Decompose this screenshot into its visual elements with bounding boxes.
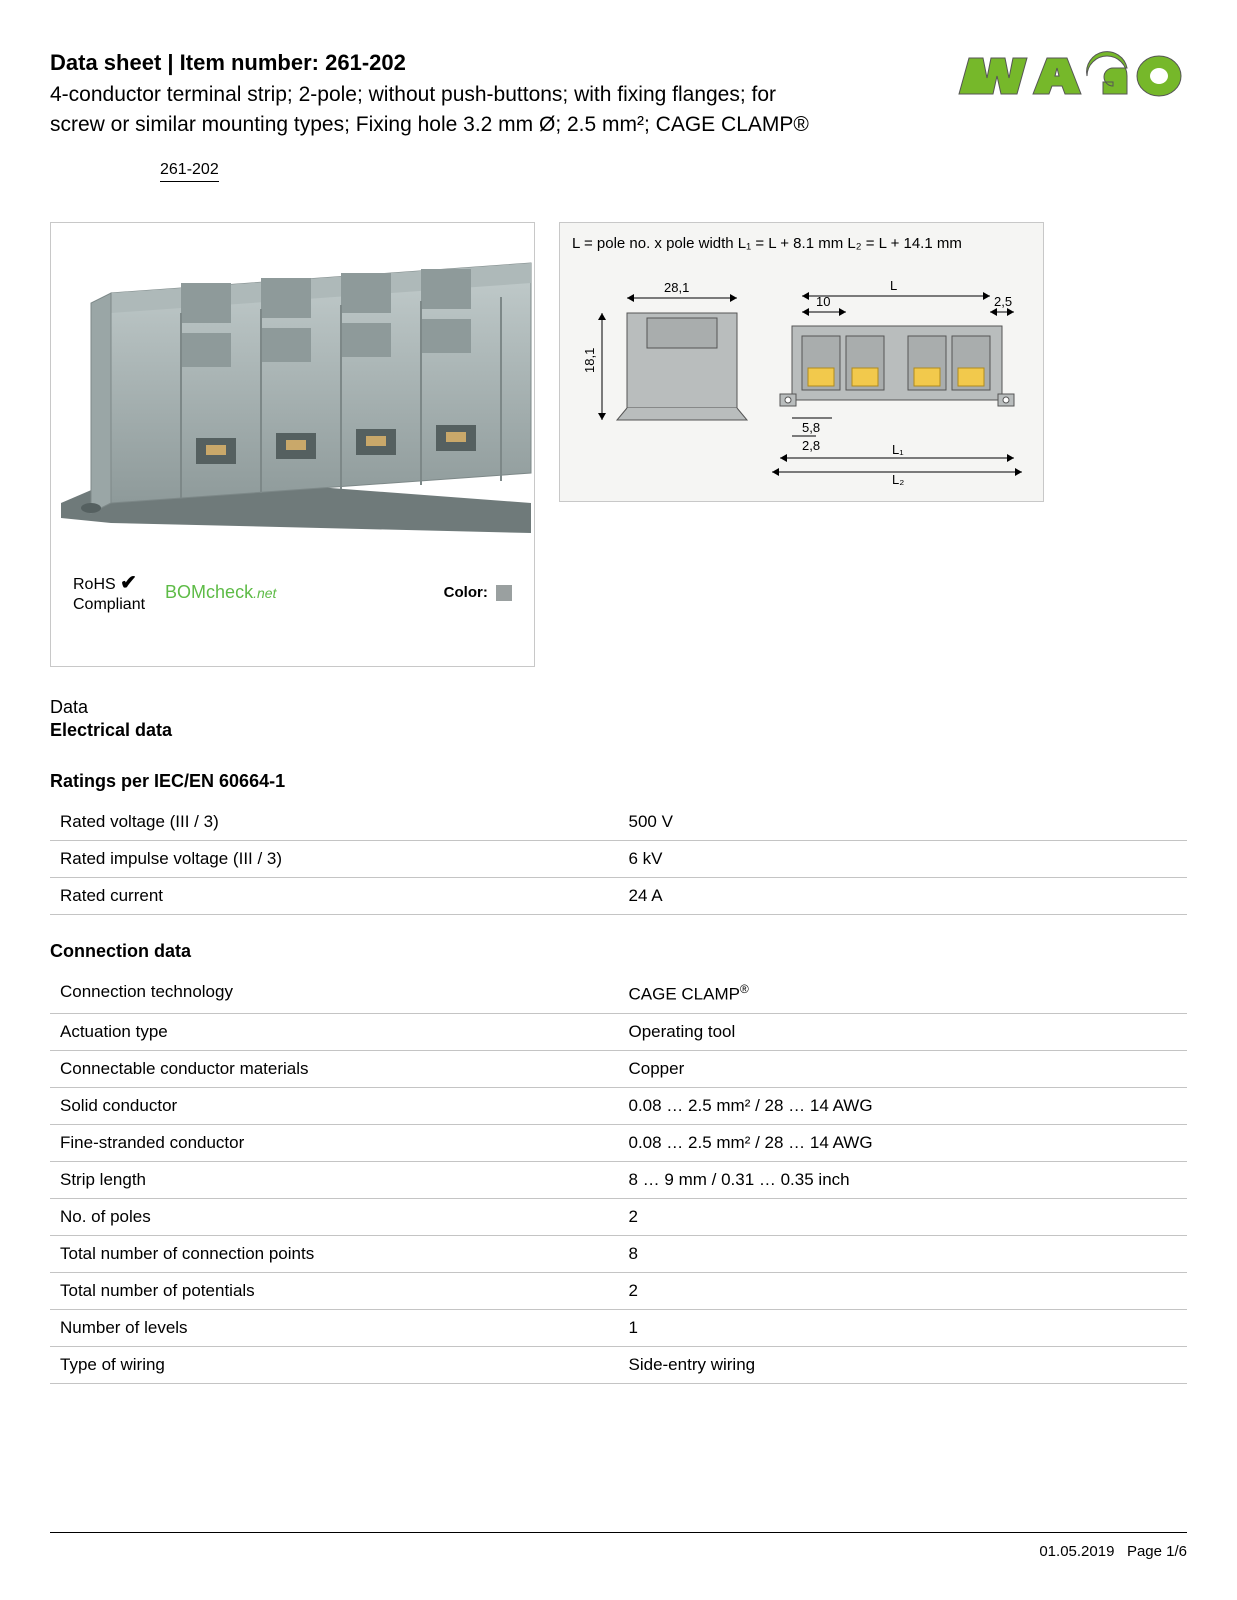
spec-value: Side-entry wiring	[619, 1346, 1188, 1383]
footer-page: Page 1/6	[1127, 1543, 1187, 1560]
svg-text:5,8: 5,8	[802, 420, 820, 435]
spec-value: 2	[619, 1198, 1188, 1235]
rohs-line2: Compliant	[73, 596, 145, 613]
diagram-formula: L = pole no. x pole width L₁ = L + 8.1 m…	[572, 235, 1031, 252]
svg-text:2,8: 2,8	[802, 438, 820, 453]
table-row: Fine-stranded conductor0.08 … 2.5 mm² / …	[50, 1124, 1187, 1161]
spec-label: Type of wiring	[50, 1346, 619, 1383]
data-label: Data	[50, 697, 1187, 718]
spec-label: Strip length	[50, 1161, 619, 1198]
spec-value: 0.08 … 2.5 mm² / 28 … 14 AWG	[619, 1124, 1188, 1161]
table-row: Rated voltage (III / 3)500 V	[50, 804, 1187, 841]
spec-value: 2	[619, 1272, 1188, 1309]
compliance-row: RoHS ✔ Compliant BOMcheck.net Color:	[51, 553, 534, 666]
footer-date: 01.05.2019	[1039, 1543, 1114, 1560]
svg-text:L₂: L₂	[892, 472, 904, 487]
ratings-table: Rated voltage (III / 3)500 VRated impuls…	[50, 804, 1187, 915]
diagram-panel: L = pole no. x pole width L₁ = L + 8.1 m…	[559, 222, 1044, 502]
spec-label: Solid conductor	[50, 1087, 619, 1124]
table-row: No. of poles2	[50, 1198, 1187, 1235]
spec-value: 1	[619, 1309, 1188, 1346]
spec-value: Operating tool	[619, 1013, 1188, 1050]
spec-value: 0.08 … 2.5 mm² / 28 … 14 AWG	[619, 1087, 1188, 1124]
spec-label: Total number of connection points	[50, 1235, 619, 1272]
subtitle: 4-conductor terminal strip; 2-pole; with…	[50, 80, 830, 141]
spec-label: Connection technology	[50, 974, 619, 1013]
table-row: Rated impulse voltage (III / 3)6 kV	[50, 840, 1187, 877]
spec-value: 500 V	[619, 804, 1188, 841]
color-swatch	[496, 585, 512, 601]
ratings-heading: Ratings per IEC/EN 60664-1	[50, 771, 1187, 792]
spec-label: Actuation type	[50, 1013, 619, 1050]
table-row: Connection technologyCAGE CLAMP®	[50, 974, 1187, 1013]
bomcheck-suffix: .net	[253, 585, 276, 601]
table-row: Type of wiringSide-entry wiring	[50, 1346, 1187, 1383]
svg-text:28,1: 28,1	[664, 280, 689, 295]
table-row: Total number of potentials2	[50, 1272, 1187, 1309]
spec-label: Connectable conductor materials	[50, 1050, 619, 1087]
spec-value: 6 kV	[619, 840, 1188, 877]
spec-value: Copper	[619, 1050, 1188, 1087]
connection-table: Connection technologyCAGE CLAMP®Actuatio…	[50, 974, 1187, 1384]
svg-text:L₁: L₁	[892, 442, 904, 457]
spec-label: No. of poles	[50, 1198, 619, 1235]
rohs-line1: RoHS	[73, 576, 116, 593]
bomcheck-main: BOM	[165, 582, 206, 602]
wago-logo	[957, 46, 1187, 111]
item-link[interactable]: 261-202	[160, 161, 219, 182]
header: Data sheet | Item number: 261-202 4-cond…	[50, 50, 1187, 161]
product-panel: RoHS ✔ Compliant BOMcheck.net Color:	[50, 222, 535, 667]
panels-row: RoHS ✔ Compliant BOMcheck.net Color: L =…	[50, 222, 1187, 667]
title-item-number: 261-202	[325, 50, 406, 75]
title-prefix: Data sheet | Item number:	[50, 50, 325, 75]
spec-label: Total number of potentials	[50, 1272, 619, 1309]
spec-value: CAGE CLAMP®	[619, 974, 1188, 1013]
bomcheck-net: net	[257, 585, 276, 601]
table-row: Solid conductor0.08 … 2.5 mm² / 28 … 14 …	[50, 1087, 1187, 1124]
header-text: Data sheet | Item number: 261-202 4-cond…	[50, 50, 830, 161]
spec-value: 8	[619, 1235, 1188, 1272]
table-row: Number of levels1	[50, 1309, 1187, 1346]
title-line: Data sheet | Item number: 261-202	[50, 50, 830, 76]
spec-label: Rated impulse voltage (III / 3)	[50, 840, 619, 877]
product-render	[51, 223, 534, 553]
color-label-wrap: Color:	[444, 584, 512, 601]
rohs-badge: RoHS ✔ Compliant	[73, 571, 145, 614]
dimension-diagram: 28,1 18,1	[572, 258, 1032, 488]
spec-label: Rated current	[50, 877, 619, 914]
table-row: Actuation typeOperating tool	[50, 1013, 1187, 1050]
table-row: Strip length8 … 9 mm / 0.31 … 0.35 inch	[50, 1161, 1187, 1198]
spec-label: Rated voltage (III / 3)	[50, 804, 619, 841]
table-row: Connectable conductor materialsCopper	[50, 1050, 1187, 1087]
bomcheck-badge: BOMcheck.net	[165, 582, 276, 603]
spec-label: Number of levels	[50, 1309, 619, 1346]
bomcheck-mid: check	[206, 582, 253, 602]
svg-text:18,1: 18,1	[582, 348, 597, 373]
connection-heading: Connection data	[50, 941, 1187, 962]
electrical-heading: Electrical data	[50, 720, 1187, 741]
spec-value: 8 … 9 mm / 0.31 … 0.35 inch	[619, 1161, 1188, 1198]
spec-value: 24 A	[619, 877, 1188, 914]
color-label: Color:	[444, 584, 488, 601]
table-row: Rated current24 A	[50, 877, 1187, 914]
svg-text:L: L	[890, 278, 897, 293]
svg-text:2,5: 2,5	[994, 294, 1012, 309]
check-icon: ✔	[120, 572, 137, 594]
spec-label: Fine-stranded conductor	[50, 1124, 619, 1161]
table-row: Total number of connection points8	[50, 1235, 1187, 1272]
footer: 01.05.2019 Page 1/6	[50, 1532, 1187, 1560]
